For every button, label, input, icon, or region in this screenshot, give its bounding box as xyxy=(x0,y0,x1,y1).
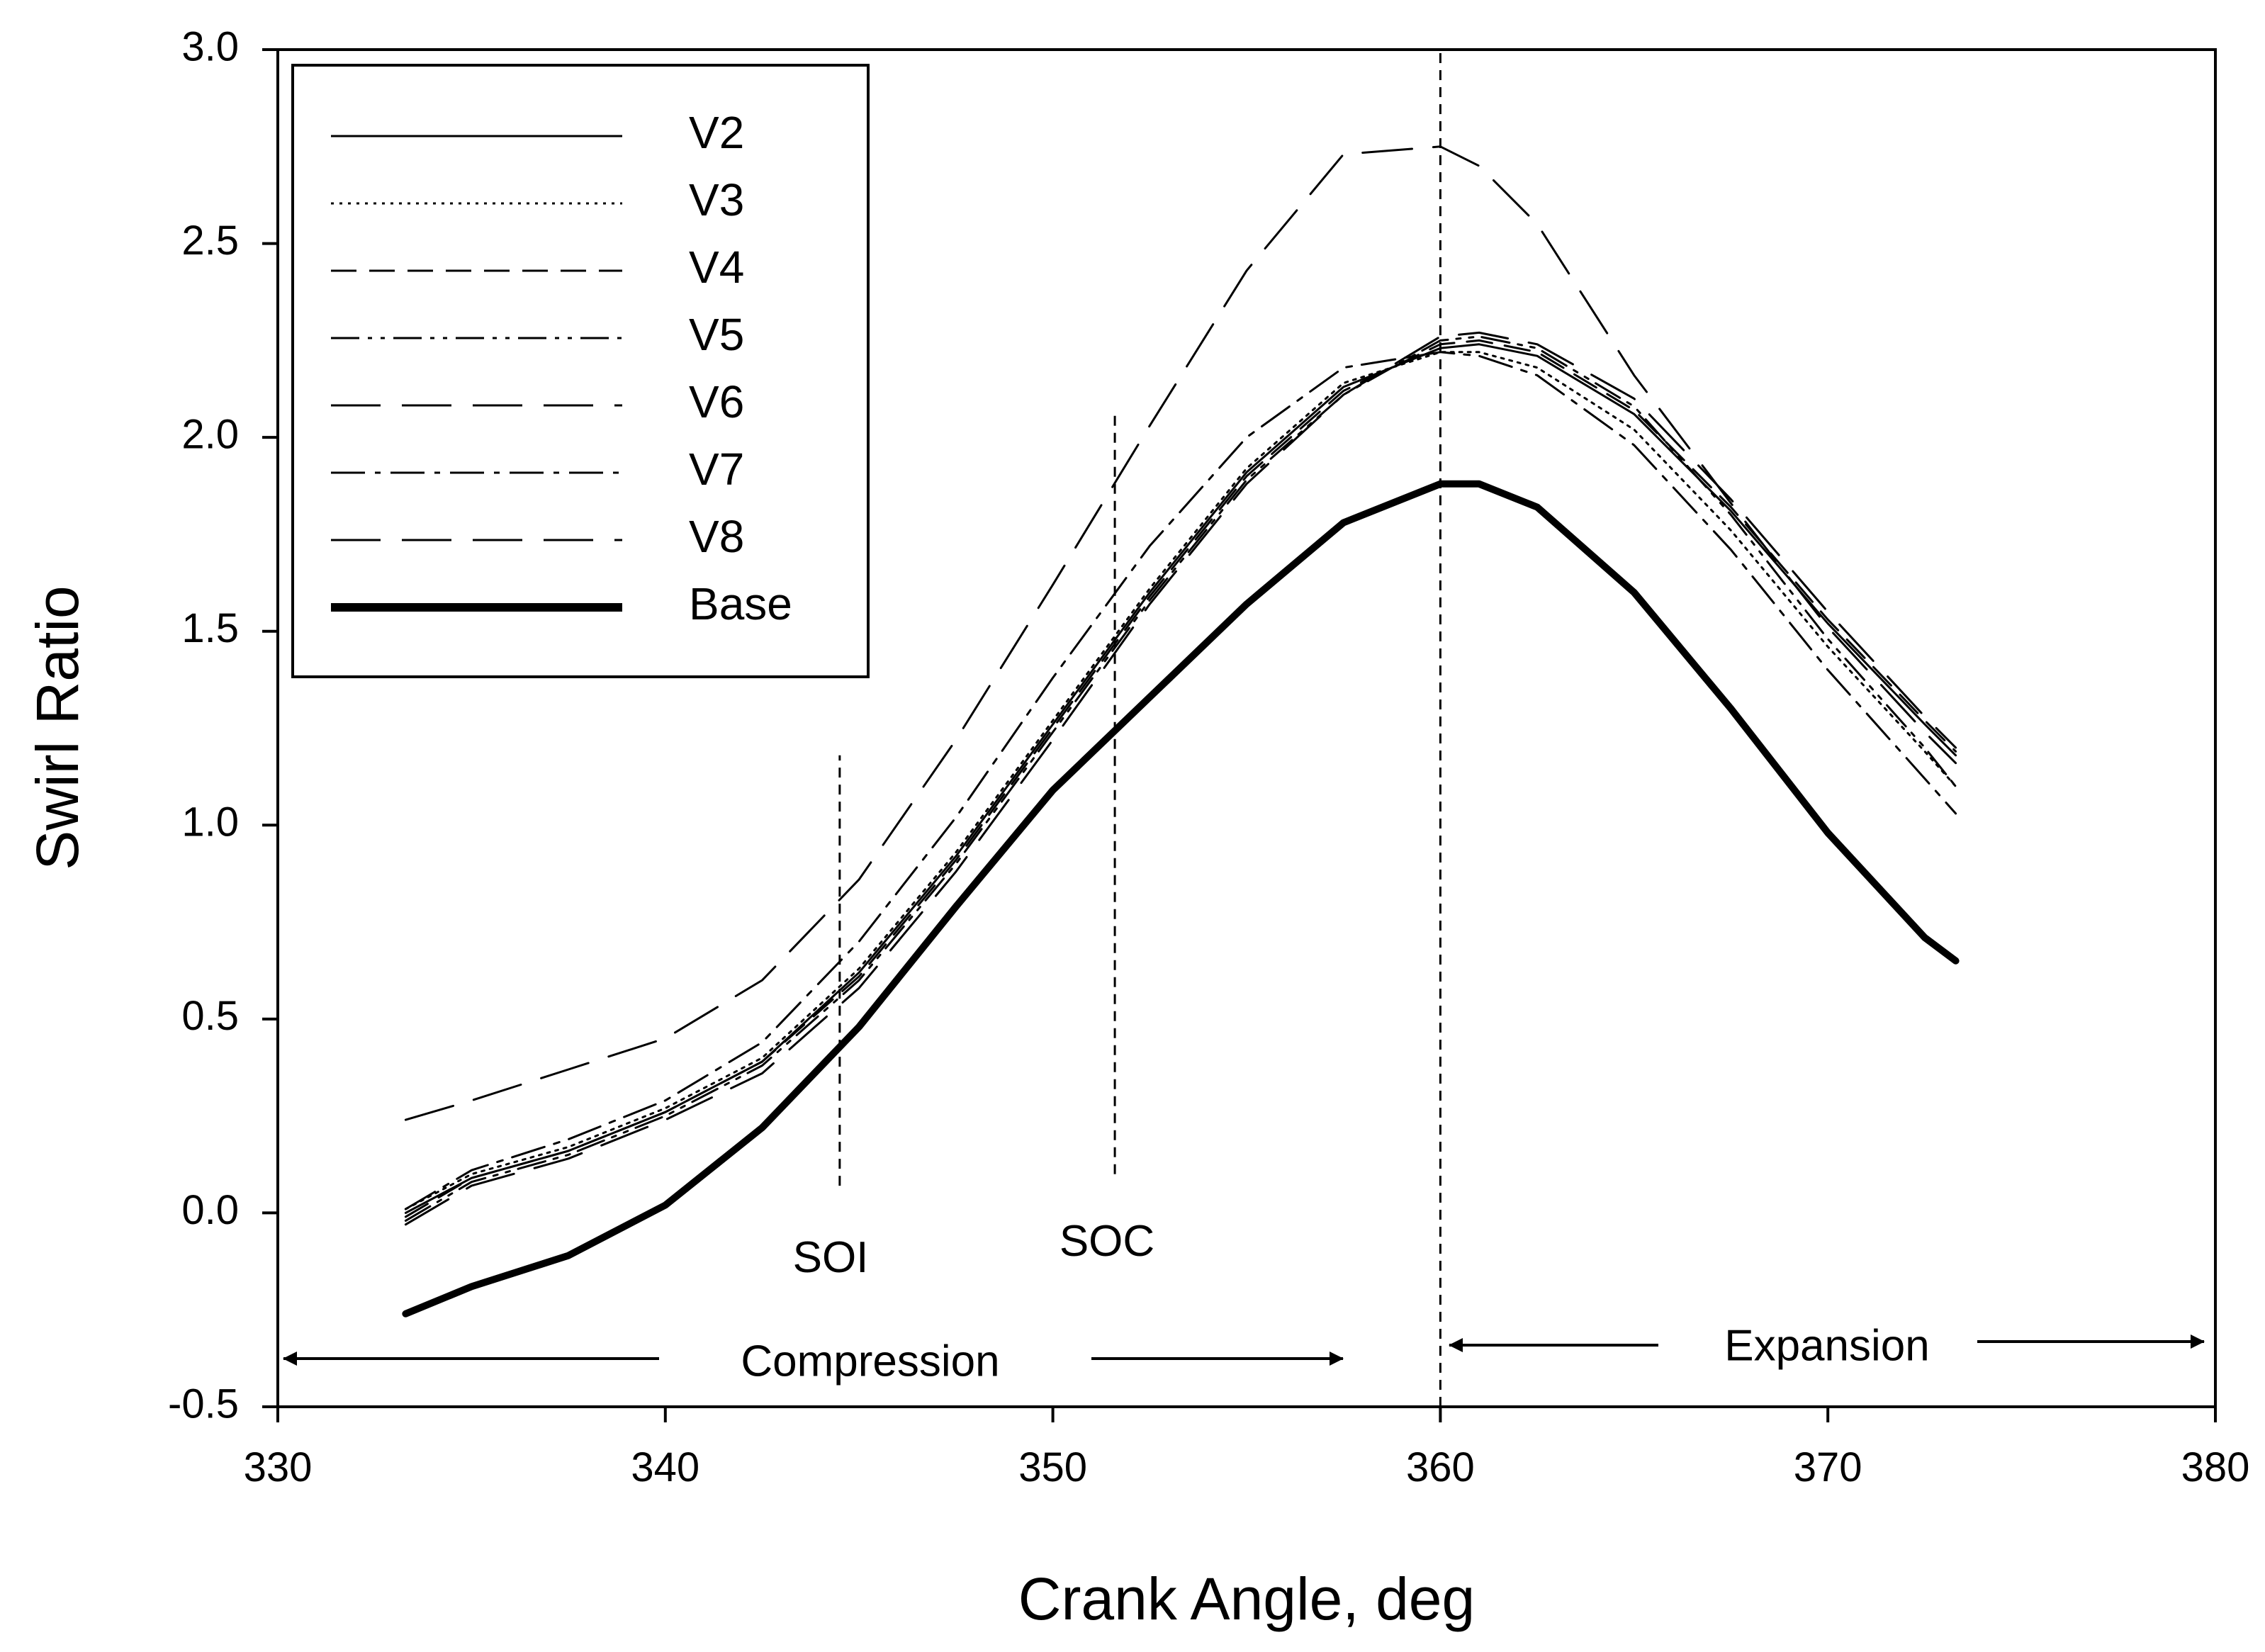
legend-label: V3 xyxy=(689,174,744,225)
legend-label: V2 xyxy=(689,107,744,158)
y-tick-label: 2.5 xyxy=(181,218,239,264)
x-tick-label: 370 xyxy=(1794,1444,1862,1490)
y-tick-label: 3.0 xyxy=(181,23,239,69)
series-line-v3 xyxy=(404,351,1957,1210)
expansion-label: Expansion xyxy=(1724,1321,1930,1370)
legend-label: Base xyxy=(689,578,792,629)
legend-label: V7 xyxy=(689,444,744,495)
legend-box xyxy=(291,64,870,678)
expansion-annotation: Expansion xyxy=(1449,1321,2205,1370)
y-tick-label: 1.5 xyxy=(181,605,239,651)
series-line-v6 xyxy=(404,331,1957,1226)
y-tick-label: 2.0 xyxy=(181,411,239,457)
series-line-v8 xyxy=(404,145,1957,1121)
y-tick-label: -0.5 xyxy=(168,1381,239,1427)
x-tick-label: 360 xyxy=(1406,1444,1475,1490)
soi-label: SOI xyxy=(793,1233,869,1282)
x-tick-label: 330 xyxy=(244,1444,313,1490)
y-tick-label: 0.5 xyxy=(181,993,239,1039)
y-tick-label: 1.0 xyxy=(181,799,239,845)
legend-label: V5 xyxy=(689,309,744,360)
legend: V2 V3 V4 V5 V6 V7 V8 Base xyxy=(291,64,870,678)
x-tick-label: 340 xyxy=(631,1444,699,1490)
plot-frame xyxy=(276,48,2217,1408)
compression-annotation: Compression xyxy=(283,1337,1344,1386)
legend-label: V4 xyxy=(689,242,744,293)
y-tick-label: 0.0 xyxy=(181,1187,239,1233)
x-tick-label: 380 xyxy=(2181,1444,2250,1490)
legend-label: V6 xyxy=(689,376,744,427)
y-axis-title: Swirl Ratio xyxy=(24,585,91,870)
series-line-v4 xyxy=(404,339,1957,1218)
legend-label: V8 xyxy=(689,511,744,562)
x-axis-title: Crank Angle, deg xyxy=(1018,1566,1475,1632)
series-line-base xyxy=(402,480,1960,1317)
series-line-v5 xyxy=(404,335,1957,1222)
compression-label: Compression xyxy=(741,1337,999,1386)
series-line-v7 xyxy=(404,351,1957,1210)
soc-label: SOC xyxy=(1060,1217,1154,1266)
x-tick-label: 350 xyxy=(1018,1444,1087,1490)
